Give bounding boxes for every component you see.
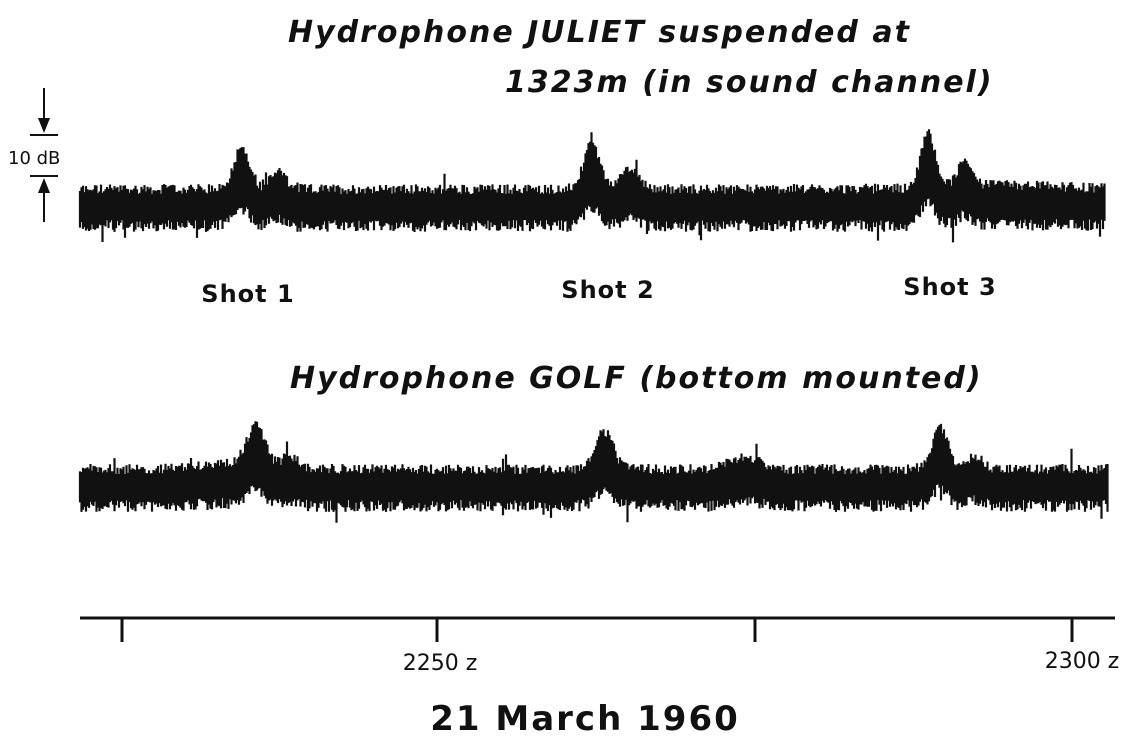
trace-path <box>78 421 1109 523</box>
trace-golf <box>78 421 1109 523</box>
time-axis <box>80 616 1115 642</box>
trace-1-title-line-2: 1323m (in sound channel) <box>505 65 994 100</box>
scale-bar <box>30 88 58 222</box>
time-tick-label: 2300 z <box>1045 649 1120 674</box>
shot-label: Shot 3 <box>903 273 996 301</box>
trace-path <box>78 129 1106 243</box>
trace-juliet <box>78 129 1106 243</box>
date: 21 March 1960 <box>430 699 740 736</box>
shot-label: Shot 2 <box>561 276 654 304</box>
time-tick-label: 2250 z <box>403 651 478 676</box>
trace-1-title-line-1: Hydrophone JULIET suspended at <box>288 15 911 50</box>
scale-label: 10 dB <box>8 148 60 169</box>
trace-2-title: Hydrophone GOLF (bottom mounted) <box>290 361 983 396</box>
shot-label: Shot 1 <box>201 280 294 308</box>
